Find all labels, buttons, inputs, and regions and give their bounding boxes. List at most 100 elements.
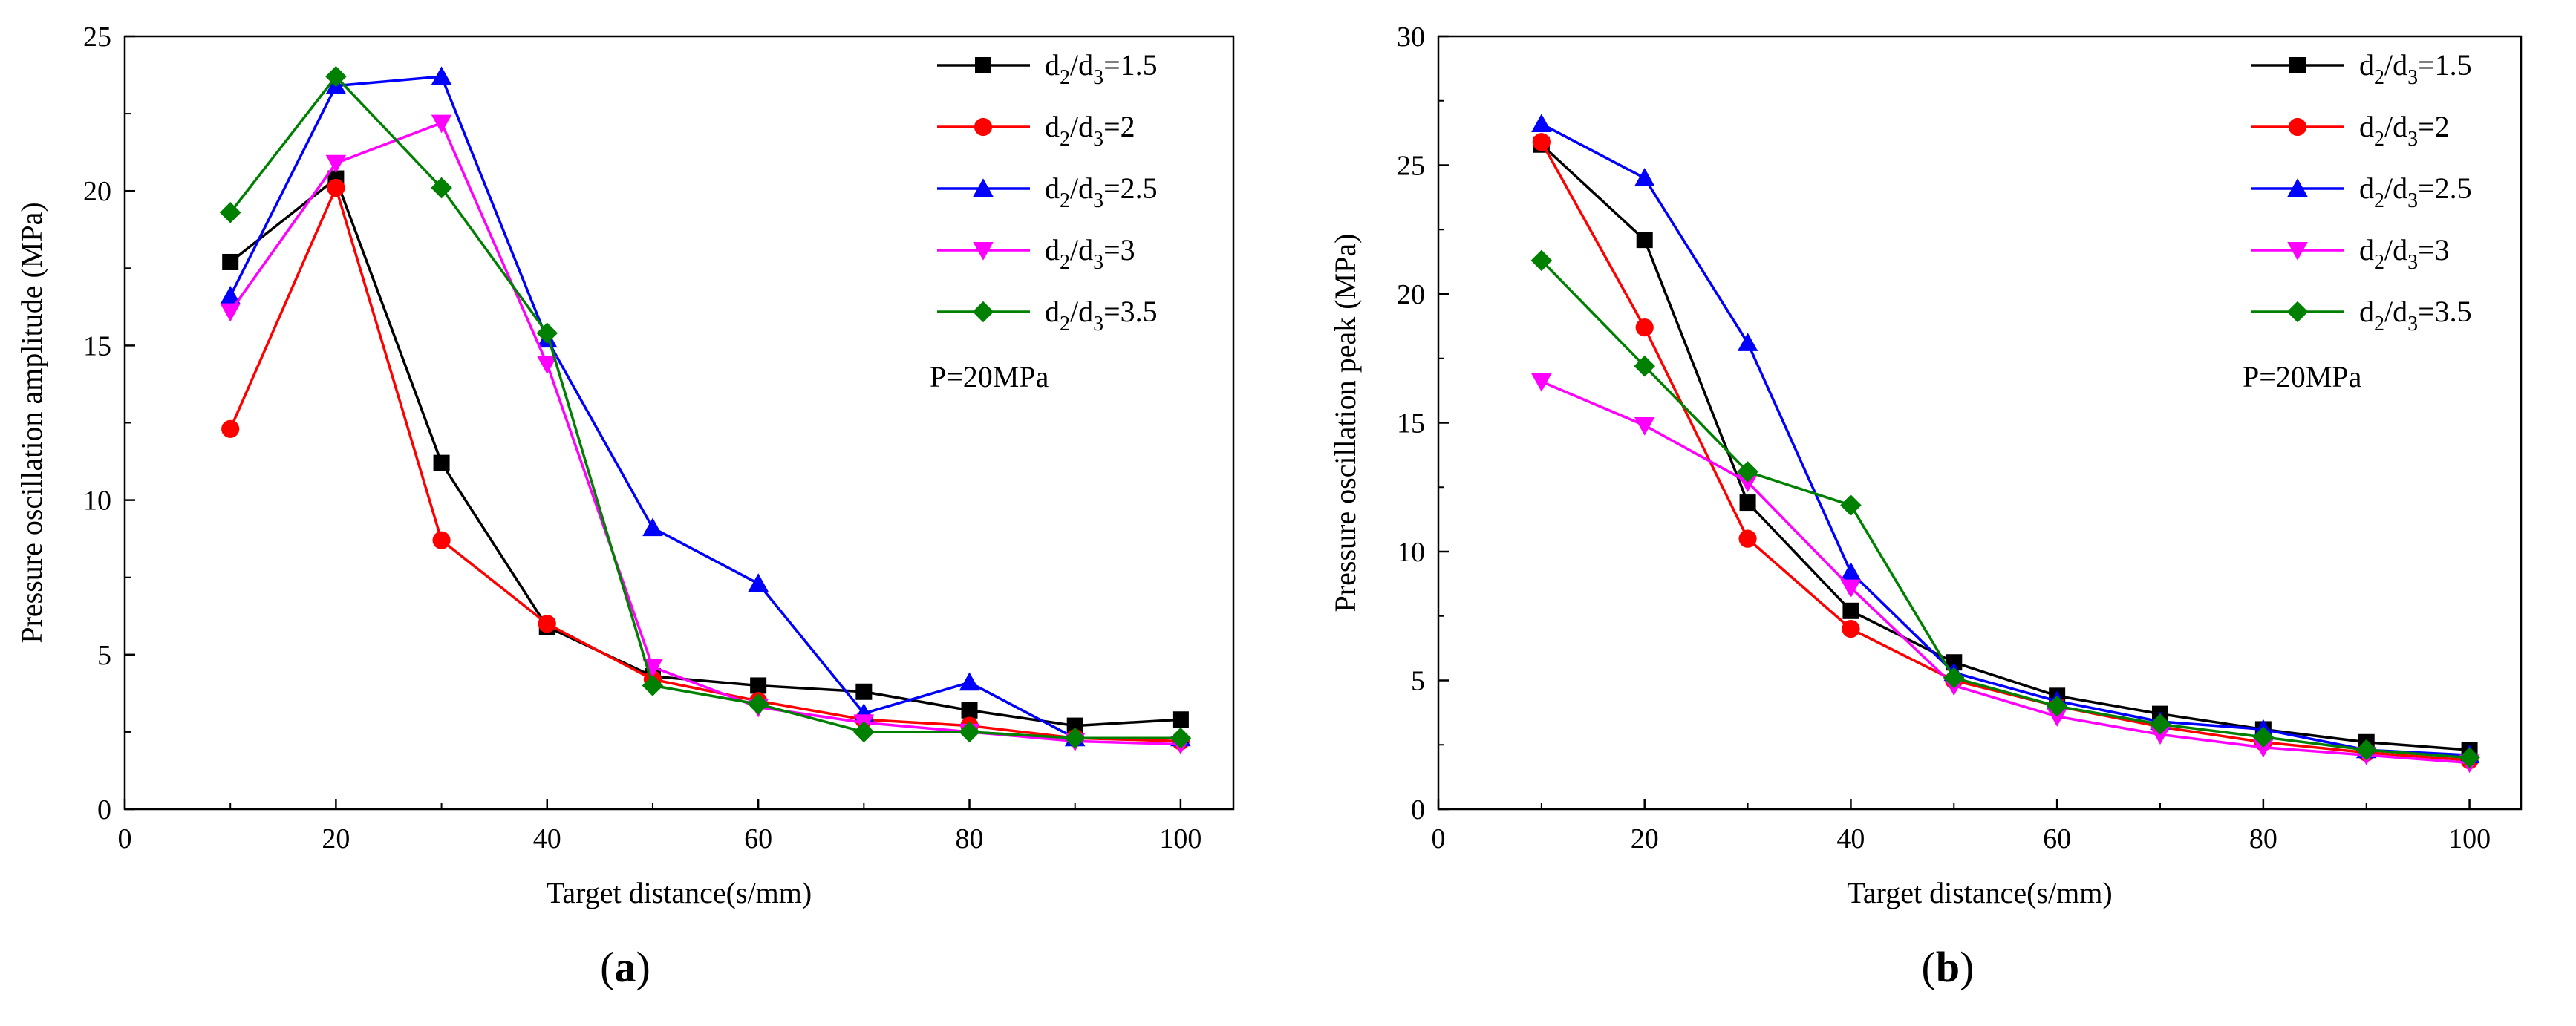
x-tick-label-a: 80 <box>956 823 984 855</box>
legend-marker-a-3 <box>973 242 994 261</box>
data-point-b-4 <box>1840 494 1862 516</box>
data-point-b-4 <box>2355 739 2378 761</box>
x-tick-label-a: 20 <box>322 823 350 855</box>
data-point-a-1 <box>538 615 556 633</box>
data-point-b-3 <box>1840 579 1862 598</box>
data-point-a-1 <box>432 531 451 549</box>
data-point-a-4 <box>1064 727 1086 749</box>
data-point-b-1 <box>1738 529 1757 548</box>
data-point-a-0 <box>855 683 873 700</box>
data-point-a-3 <box>537 356 558 375</box>
data-point-a-2 <box>959 672 980 691</box>
y-tick-label-a: 25 <box>83 22 111 53</box>
legend-marker-b-1 <box>2288 117 2307 137</box>
y-tick-label-b: 25 <box>1397 151 1425 182</box>
legend-label-b-0: d2/d3=1.5 <box>2359 48 2472 89</box>
x-tick-label-b: 80 <box>2249 823 2277 855</box>
data-point-b-0 <box>1946 654 1963 671</box>
y-tick-label-b: 5 <box>1411 666 1425 697</box>
data-point-a-4 <box>642 675 664 696</box>
data-point-a-1 <box>221 419 240 438</box>
series-a-4 <box>219 65 1192 749</box>
data-point-a-0 <box>1172 711 1189 728</box>
data-point-a-4 <box>536 322 558 344</box>
series-b-4 <box>1530 249 2480 768</box>
data-point-b-0 <box>1739 494 1756 512</box>
legend-label-a-2: d2/d3=2.5 <box>1045 171 1158 212</box>
data-point-a-2 <box>642 517 663 537</box>
series-line-b-4 <box>1540 259 2470 759</box>
legend-item-b-4: d2/d3=3.5 <box>2251 295 2472 336</box>
x-tick-label-b: 40 <box>1836 823 1865 855</box>
data-point-a-3 <box>220 303 241 322</box>
data-point-b-0 <box>1636 232 1653 249</box>
legend-marker-a-2 <box>973 178 994 197</box>
data-point-b-3 <box>1737 474 1758 493</box>
y-tick-label-a: 10 <box>83 486 111 517</box>
series-line-a-4 <box>229 75 1181 739</box>
legend-item-a-0: d2/d3=1.5 <box>937 48 1158 89</box>
data-point-b-4 <box>1737 461 1758 483</box>
data-point-b-1 <box>1532 133 1551 151</box>
data-point-a-2 <box>748 573 769 592</box>
y-tick-label-b: 15 <box>1397 408 1425 440</box>
data-point-b-2 <box>1840 562 1862 581</box>
y-tick-label-b: 0 <box>1411 794 1425 826</box>
legend-label-b-2: d2/d3=2.5 <box>2359 171 2472 212</box>
legend-marker-b-0 <box>2289 57 2306 73</box>
legend-marker-a-1 <box>974 117 993 137</box>
legend-marker-b-3 <box>2287 242 2308 261</box>
data-point-a-0 <box>961 702 978 719</box>
legend-item-a-3: d2/d3=3 <box>937 233 1135 274</box>
chart-panel-a: 0 20 40 60 80 100 0 5 10 15 20 25 Target distance(s/… <box>15 22 1235 991</box>
data-point-a-1 <box>327 178 345 197</box>
data-point-a-3 <box>431 114 452 134</box>
y-tick-label-b: 10 <box>1397 537 1425 568</box>
data-point-a-4 <box>219 202 241 223</box>
series-line-a-2 <box>229 75 1181 739</box>
data-point-b-3 <box>2150 726 2171 745</box>
data-point-b-2 <box>1634 168 1655 186</box>
data-point-a-0 <box>750 677 767 694</box>
data-point-a-3 <box>642 659 663 678</box>
annotation-pressure-a: P=20MPa <box>930 360 1049 393</box>
series-a-2 <box>220 66 1191 747</box>
legend-label-b-1: d2/d3=2 <box>2359 110 2450 151</box>
data-point-b-3 <box>1634 416 1655 436</box>
legend-label-a-0: d2/d3=1.5 <box>1045 48 1158 89</box>
data-point-a-4 <box>431 177 452 199</box>
y-tick-label-a: 15 <box>83 330 111 362</box>
x-tick-label-b: 100 <box>2448 823 2491 855</box>
x-tick-label-b: 20 <box>1631 823 1659 855</box>
x-tick-label-b: 60 <box>2043 823 2071 855</box>
legend-item-a-2: d2/d3=2.5 <box>937 171 1158 212</box>
data-point-b-1 <box>1635 318 1654 337</box>
data-point-a-4 <box>959 721 980 743</box>
legend-label-a-1: d2/d3=2 <box>1045 110 1135 151</box>
data-point-b-2 <box>1737 333 1758 351</box>
annotation-pressure-b: P=20MPa <box>2243 360 2362 393</box>
legend-label-b-4: d2/d3=3.5 <box>2359 295 2472 336</box>
y-tick-label-b: 20 <box>1397 279 1425 310</box>
series-line-b-2 <box>1541 122 2470 757</box>
series-a-0 <box>222 170 1189 734</box>
legend-item-b-0: d2/d3=1.5 <box>2251 48 2472 89</box>
series-line-a-0 <box>229 177 1181 728</box>
legend-item-b-2: d2/d3=2.5 <box>2251 171 2472 212</box>
data-point-a-2 <box>220 286 241 304</box>
y-tick-label-a: 5 <box>97 640 111 671</box>
x-axis-title-a: Target distance(s/mm) <box>547 876 812 909</box>
panel-label-b: (b) <box>1922 943 1975 991</box>
data-point-a-3 <box>325 154 347 174</box>
series-line-b-3 <box>1541 380 2470 765</box>
x-tick-label-b: 0 <box>1432 823 1446 855</box>
legend-marker-a-0 <box>975 57 991 73</box>
data-point-a-0 <box>222 253 239 270</box>
x-tick-label-a: 0 <box>118 823 132 855</box>
y-tick-label-a: 0 <box>97 794 111 826</box>
data-point-b-3 <box>2047 708 2067 727</box>
data-point-b-1 <box>1842 620 1860 638</box>
data-point-b-2 <box>1531 114 1552 132</box>
series-line-a-3 <box>229 121 1181 746</box>
series-a-3 <box>220 114 1191 755</box>
